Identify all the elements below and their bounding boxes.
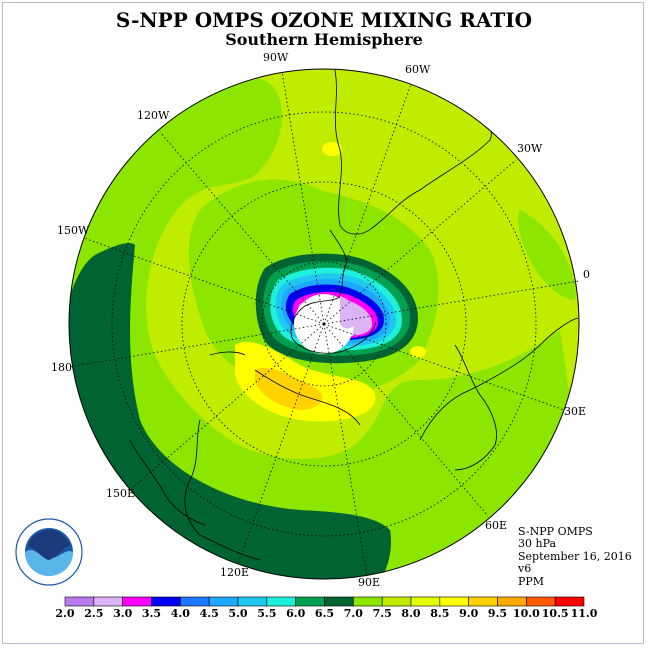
lon-label: 60W: [405, 63, 431, 76]
colorbar-tick-label: 5.5: [257, 607, 277, 620]
colorbar-swatch: [439, 596, 469, 607]
lon-label: 120W: [137, 109, 170, 122]
info-version: v6: [518, 562, 532, 576]
colorbar-swatch: [324, 596, 354, 607]
colorbar-tick-label: 4.5: [199, 607, 219, 620]
colorbar-swatch: [381, 596, 412, 607]
lon-label: 90E: [358, 576, 381, 589]
colorbar-tick-label: 7.5: [372, 607, 392, 620]
colorbar-tick-label: 2.0: [55, 607, 75, 620]
colorbar-swatch: [122, 596, 152, 607]
lon-label: 0: [583, 268, 590, 281]
colorbar-tick-label: 7.0: [343, 607, 363, 620]
map-boundary: [68, 68, 580, 580]
colorbar-swatch: [410, 596, 441, 607]
ozone-field: [69, 69, 579, 579]
colorbar-swatch: [554, 596, 585, 607]
colorbar-tick-label: 11.0: [570, 607, 598, 620]
colorbar-swatch: [237, 596, 268, 607]
colorbar-swatch: [353, 596, 383, 607]
lon-label: 30W: [517, 142, 543, 155]
info-level: 30 hPa: [518, 537, 557, 551]
lon-label: 60E: [485, 519, 508, 532]
colorbar-tick-label: 8.5: [430, 607, 450, 620]
colorbar-tick-label: 8.0: [401, 607, 421, 620]
colorbar-swatch: [497, 596, 527, 607]
colorbar-swatch: [295, 596, 325, 607]
noaa-logo: [15, 518, 83, 586]
colorbar-tick-label: 3.5: [141, 607, 162, 620]
lon-label: 120E: [220, 566, 250, 579]
colorbar-tick-label: 9.0: [459, 607, 479, 620]
info-date: September 16, 2016: [518, 549, 632, 563]
colorbar-tick-label: 10.5: [541, 607, 569, 620]
map-subtitle: Southern Hemisphere: [225, 30, 423, 49]
lon-label: 150W: [57, 224, 90, 237]
field-8-5: [235, 341, 376, 422]
lon-label: 90W: [263, 51, 289, 64]
colorbar-tick-label: 6.0: [286, 607, 306, 620]
colorbar-tick-label: 2.5: [84, 607, 104, 620]
colorbar-swatch: [180, 596, 210, 607]
colorbar-tick-label: 6.5: [314, 607, 335, 620]
colorbar-swatch: [93, 596, 123, 607]
colorbar-tick-label: 9.5: [487, 607, 508, 620]
colorbar-tick-label: 5.0: [228, 607, 248, 620]
colorbar-swatch: [266, 596, 296, 607]
graticule: [68, 71, 580, 577]
colorbar-swatch: [64, 596, 95, 607]
colorbar-swatch: [208, 596, 239, 607]
lon-label: 180: [51, 361, 72, 374]
colorbar-tick-label: 3.0: [113, 607, 133, 620]
info-block: S-NPP OMPS 30 hPa September 16, 2016 v6 …: [518, 525, 632, 588]
info-units: PPM: [518, 574, 545, 588]
map-title: S-NPP OMPS OZONE MIXING RATIO: [115, 8, 533, 32]
coastlines: [129, 69, 579, 561]
colorbar: [64, 596, 585, 607]
colorbar-swatch: [151, 596, 181, 607]
field-9-0: [255, 367, 323, 410]
info-instrument: S-NPP OMPS: [518, 525, 593, 538]
colorbar-swatch: [468, 596, 498, 607]
lon-label: 30E: [564, 405, 587, 418]
colorbar-swatch: [526, 596, 556, 607]
colorbar-tick-label: 10.0: [512, 607, 540, 620]
colorbar-tick-label: 4.0: [170, 607, 190, 620]
lon-label: 150E: [106, 487, 136, 500]
